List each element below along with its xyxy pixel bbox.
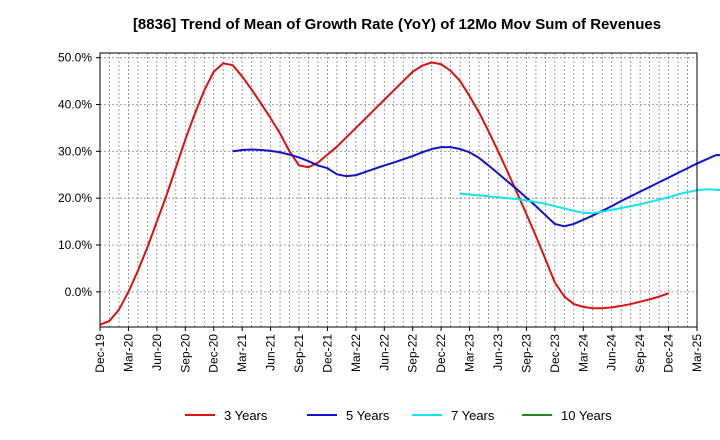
x-tick-label: Dec-21 — [320, 334, 334, 373]
y-axis: 0.0% 10.0% 20.0% 30.0% 40.0% 50.0% — [58, 51, 100, 299]
x-tick-label: Jun-23 — [491, 334, 505, 371]
legend-label: 10 Years — [561, 408, 612, 423]
x-tick-label: Sep-20 — [178, 334, 192, 373]
y-tick-label: 40.0% — [58, 98, 92, 112]
x-tick-label: Mar-25 — [690, 334, 704, 372]
x-tick-label: Mar-21 — [235, 334, 249, 372]
series-line-7-years — [460, 188, 720, 215]
chart-title: [8836] Trend of Mean of Growth Rate (YoY… — [133, 16, 661, 33]
y-tick-label: 50.0% — [58, 51, 92, 65]
series-line-3-years — [99, 61, 669, 326]
x-tick-label: Dec-20 — [207, 334, 221, 373]
x-tick-label: Mar-22 — [349, 334, 363, 372]
grid — [99, 53, 698, 327]
legend-label: 3 Years — [224, 408, 268, 423]
x-tick-label: Dec-24 — [662, 334, 676, 373]
legend: 3 Years 5 Years 7 Years 10 Years — [185, 408, 612, 423]
x-tick-label: Dec-23 — [548, 334, 562, 373]
x-tick-label: Dec-22 — [434, 334, 448, 373]
y-tick-label: 0.0% — [65, 285, 93, 299]
x-tick-label: Jun-20 — [150, 334, 164, 371]
y-tick-label: 30.0% — [58, 144, 92, 158]
x-tick-label: Sep-24 — [633, 334, 647, 373]
x-tick-label: Sep-22 — [406, 334, 420, 373]
x-tick-label: Mar-24 — [576, 334, 590, 372]
series-line-5-years — [232, 146, 720, 228]
series-layer — [99, 61, 720, 326]
x-tick-label: Sep-23 — [519, 334, 533, 373]
legend-label: 5 Years — [346, 408, 390, 423]
x-tick-label: Dec-19 — [93, 334, 107, 373]
x-tick-label: Jun-24 — [605, 334, 619, 371]
x-tick-label: Jun-22 — [377, 334, 391, 371]
x-tick-label: Mar-20 — [121, 334, 135, 372]
x-tick-label: Jun-21 — [264, 334, 278, 371]
x-axis: Dec-19 Mar-20 Jun-20 Sep-20 Dec-20 Mar-21 Jun-… — [93, 327, 704, 373]
plot-area — [100, 53, 697, 327]
plot-border — [99, 52, 698, 328]
legend-label: 7 Years — [451, 408, 495, 423]
x-tick-label: Sep-21 — [292, 334, 306, 373]
y-tick-label: 20.0% — [58, 191, 92, 205]
y-tick-label: 10.0% — [58, 238, 92, 252]
x-tick-label: Mar-23 — [463, 334, 477, 372]
